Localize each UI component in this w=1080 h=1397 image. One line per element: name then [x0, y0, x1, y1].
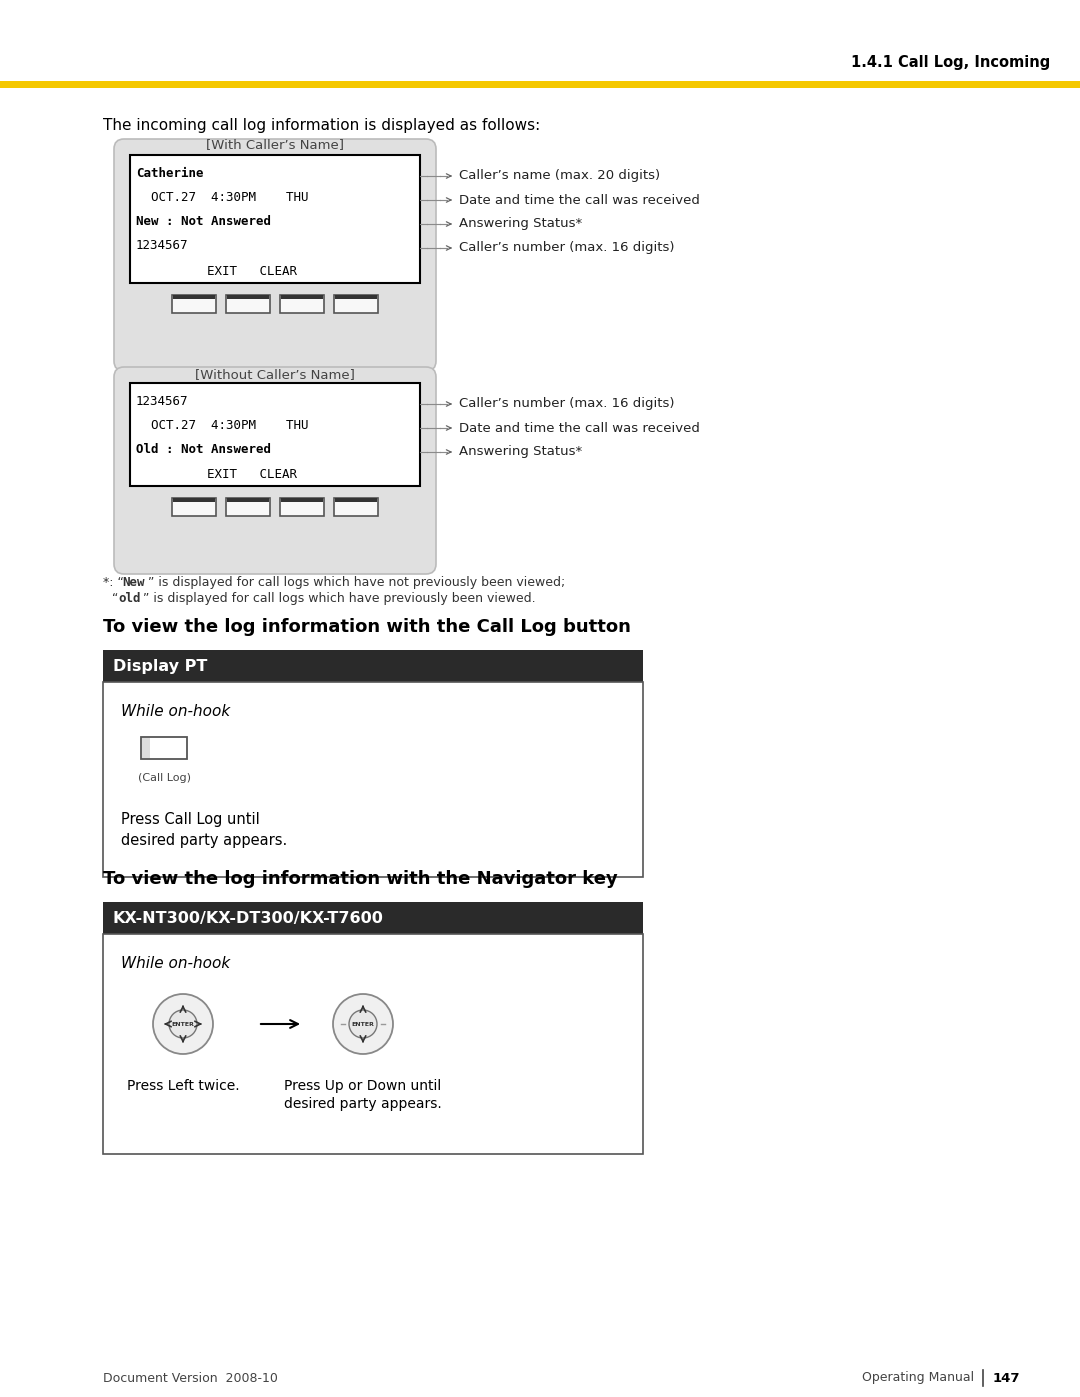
Bar — [141, 738, 187, 759]
Text: Old : Not Answered: Old : Not Answered — [136, 443, 271, 455]
Bar — [172, 295, 216, 313]
Bar — [103, 682, 643, 877]
Text: Press Call Log until
desired party appears.: Press Call Log until desired party appea… — [121, 812, 287, 848]
Bar — [226, 295, 270, 313]
Circle shape — [168, 1010, 197, 1038]
Text: While on-hook: While on-hook — [121, 956, 230, 971]
Text: old: old — [118, 592, 140, 605]
Bar — [226, 497, 270, 515]
Bar — [335, 295, 377, 299]
Text: EXIT   CLEAR: EXIT CLEAR — [206, 468, 297, 481]
Text: “: “ — [112, 592, 119, 605]
Bar — [103, 935, 643, 1154]
Text: ” is displayed for call logs which have not previously been viewed;: ” is displayed for call logs which have … — [148, 576, 565, 590]
Text: (Call Log): (Call Log) — [137, 773, 190, 782]
Text: 1234567: 1234567 — [136, 395, 189, 408]
Bar — [0, 81, 1080, 88]
Text: Press Left twice.: Press Left twice. — [126, 1078, 240, 1092]
Text: Display PT: Display PT — [113, 658, 207, 673]
Text: ” is displayed for call logs which have previously been viewed.: ” is displayed for call logs which have … — [143, 592, 536, 605]
FancyBboxPatch shape — [114, 138, 436, 372]
Bar — [334, 497, 378, 515]
Text: Press Up or Down until
desired party appears.: Press Up or Down until desired party app… — [284, 1078, 442, 1112]
Text: Caller’s number (max. 16 digits): Caller’s number (max. 16 digits) — [459, 242, 675, 254]
Text: Caller’s name (max. 20 digits): Caller’s name (max. 20 digits) — [459, 169, 660, 183]
FancyBboxPatch shape — [114, 367, 436, 574]
Bar — [130, 155, 420, 284]
Text: KX-NT300/KX-DT300/KX-T7600: KX-NT300/KX-DT300/KX-T7600 — [113, 911, 383, 925]
Text: [Without Caller’s Name]: [Without Caller’s Name] — [195, 367, 355, 381]
Text: Date and time the call was received: Date and time the call was received — [459, 194, 700, 207]
Text: Operating Manual: Operating Manual — [862, 1372, 974, 1384]
Bar — [103, 650, 643, 682]
Bar — [172, 497, 216, 515]
Text: New : Not Answered: New : Not Answered — [136, 215, 271, 228]
Text: 1234567: 1234567 — [136, 239, 189, 251]
Text: Caller’s number (max. 16 digits): Caller’s number (max. 16 digits) — [459, 398, 675, 411]
Text: OCT.27  4:30PM    THU: OCT.27 4:30PM THU — [136, 419, 309, 432]
Bar — [334, 295, 378, 313]
Circle shape — [349, 1010, 377, 1038]
Text: Catherine: Catherine — [136, 168, 203, 180]
Circle shape — [153, 995, 213, 1053]
Bar — [227, 295, 269, 299]
Text: OCT.27  4:30PM    THU: OCT.27 4:30PM THU — [136, 191, 309, 204]
Bar — [280, 497, 324, 515]
Text: Date and time the call was received: Date and time the call was received — [459, 422, 700, 434]
Text: [With Caller’s Name]: [With Caller’s Name] — [206, 138, 345, 151]
Text: 147: 147 — [993, 1372, 1021, 1384]
Bar — [103, 902, 643, 935]
Text: The incoming call log information is displayed as follows:: The incoming call log information is dis… — [103, 117, 540, 133]
Text: *: “: *: “ — [103, 576, 124, 590]
Bar — [173, 497, 215, 502]
Bar — [280, 295, 324, 313]
Bar — [141, 738, 150, 759]
Text: Document Version  2008-10: Document Version 2008-10 — [103, 1372, 278, 1384]
Text: EXIT   CLEAR: EXIT CLEAR — [206, 265, 297, 278]
Text: Answering Status*: Answering Status* — [459, 218, 582, 231]
Text: To view the log information with the Call Log button: To view the log information with the Cal… — [103, 617, 631, 636]
Circle shape — [333, 995, 393, 1053]
Bar — [173, 295, 215, 299]
Bar — [130, 383, 420, 486]
Text: To view the log information with the Navigator key: To view the log information with the Nav… — [103, 870, 618, 888]
Bar — [227, 497, 269, 502]
Text: New: New — [122, 576, 145, 590]
Bar — [281, 295, 323, 299]
Text: While on-hook: While on-hook — [121, 704, 230, 719]
Text: Answering Status*: Answering Status* — [459, 446, 582, 458]
Text: 1.4.1 Call Log, Incoming: 1.4.1 Call Log, Incoming — [851, 54, 1050, 70]
Text: ENTER: ENTER — [172, 1021, 194, 1027]
Bar — [281, 497, 323, 502]
Text: ENTER: ENTER — [352, 1021, 375, 1027]
Bar — [335, 497, 377, 502]
